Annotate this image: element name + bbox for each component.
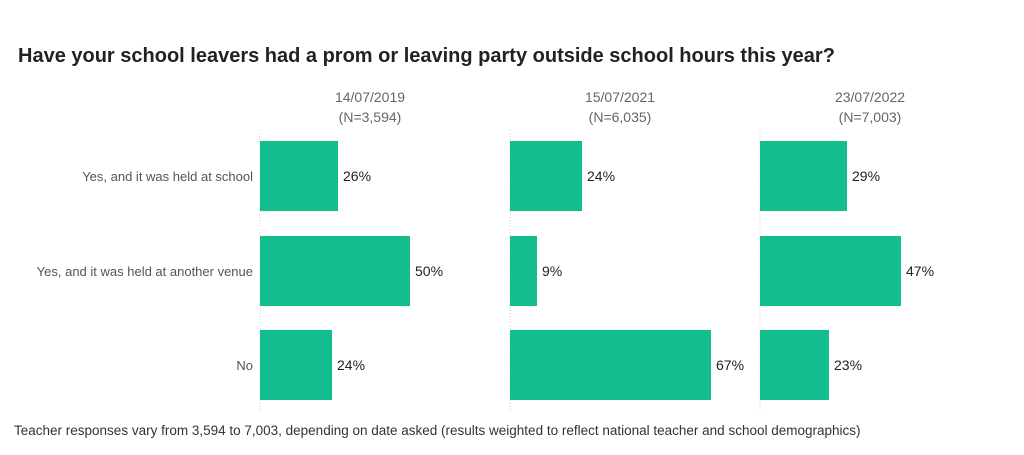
bar [760,236,901,306]
data-label: 24% [337,357,365,373]
bar [510,141,582,211]
data-label: 50% [415,263,443,279]
bar [510,330,711,400]
data-label: 29% [852,168,880,184]
chart-title: Have your school leavers had a prom or l… [18,45,835,67]
panel-date: 23/07/2022 [835,89,905,105]
category-label: Yes, and it was held at another venue [37,264,253,279]
bar [260,141,338,211]
data-label: 9% [542,263,562,279]
panel-date: 15/07/2021 [585,89,655,105]
bar [760,330,829,400]
category-label: No [236,358,253,373]
bar [260,236,410,306]
data-label: 26% [343,168,371,184]
bar [510,236,537,306]
panel-n: (N=6,035) [589,109,652,125]
footnote: Teacher responses vary from 3,594 to 7,0… [14,423,861,438]
data-label: 47% [906,263,934,279]
panel-n: (N=7,003) [839,109,902,125]
category-label: Yes, and it was held at school [82,169,253,184]
data-label: 23% [834,357,862,373]
bar [760,141,847,211]
bar [260,330,332,400]
data-label: 24% [587,168,615,184]
panel-date: 14/07/2019 [335,89,405,105]
panel-n: (N=3,594) [339,109,402,125]
data-label: 67% [716,357,744,373]
